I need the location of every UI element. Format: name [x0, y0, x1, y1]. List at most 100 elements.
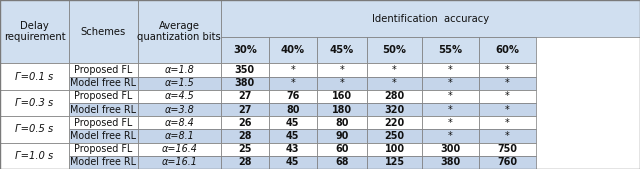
Bar — [422, 103, 479, 116]
Text: *: * — [505, 105, 510, 115]
Bar — [479, 156, 536, 169]
Bar — [479, 103, 536, 116]
Text: 180: 180 — [332, 105, 352, 115]
Bar — [69, 77, 138, 90]
Bar — [479, 77, 536, 90]
Bar — [138, 103, 221, 116]
Bar — [221, 116, 269, 129]
Text: *: * — [291, 65, 295, 75]
Text: 350: 350 — [235, 65, 255, 75]
Text: 90: 90 — [335, 131, 348, 141]
Text: 300: 300 — [440, 144, 461, 154]
Bar — [221, 129, 269, 143]
Bar — [138, 0, 221, 63]
Bar — [422, 63, 479, 77]
Bar — [317, 129, 367, 143]
Bar — [317, 90, 367, 103]
Bar — [221, 143, 269, 156]
Bar — [0, 0, 69, 63]
Text: α=16.4: α=16.4 — [161, 144, 197, 154]
Text: *: * — [448, 78, 453, 88]
Bar — [138, 63, 221, 77]
Bar — [69, 90, 138, 103]
Text: Model free RL: Model free RL — [70, 131, 136, 141]
Bar — [221, 103, 269, 116]
Text: *: * — [448, 105, 453, 115]
Text: α=1.5: α=1.5 — [164, 78, 194, 88]
Text: 250: 250 — [385, 131, 404, 141]
Bar — [317, 37, 367, 63]
Bar — [479, 129, 536, 143]
Text: 80: 80 — [286, 105, 300, 115]
Text: 43: 43 — [286, 144, 300, 154]
Bar — [138, 77, 221, 90]
Text: Proposed FL: Proposed FL — [74, 118, 132, 128]
Text: Proposed FL: Proposed FL — [74, 91, 132, 101]
Bar — [367, 129, 422, 143]
Bar — [138, 129, 221, 143]
Bar — [69, 129, 138, 143]
Text: 30%: 30% — [233, 45, 257, 55]
Text: Proposed FL: Proposed FL — [74, 144, 132, 154]
Text: Γ=0.1 s: Γ=0.1 s — [15, 72, 54, 82]
Bar — [317, 63, 367, 77]
Text: Schemes: Schemes — [81, 27, 126, 37]
Bar — [479, 116, 536, 129]
Text: α=8.4: α=8.4 — [164, 118, 194, 128]
Text: 27: 27 — [238, 105, 252, 115]
Bar — [367, 143, 422, 156]
Text: 55%: 55% — [438, 45, 463, 55]
Text: Γ=1.0 s: Γ=1.0 s — [15, 151, 54, 161]
Bar — [367, 77, 422, 90]
Text: *: * — [448, 91, 453, 101]
Text: *: * — [505, 65, 510, 75]
Bar — [221, 0, 640, 37]
Bar — [269, 156, 317, 169]
Text: 28: 28 — [238, 157, 252, 167]
Bar — [269, 37, 317, 63]
Bar — [221, 156, 269, 169]
Text: 45%: 45% — [330, 45, 354, 55]
Bar — [221, 37, 269, 63]
Bar — [69, 143, 138, 156]
Bar — [0, 63, 69, 90]
Text: *: * — [392, 78, 397, 88]
Text: *: * — [505, 78, 510, 88]
Text: 60: 60 — [335, 144, 349, 154]
Text: 750: 750 — [497, 144, 518, 154]
Bar — [422, 37, 479, 63]
Bar — [221, 90, 269, 103]
Bar — [367, 90, 422, 103]
Bar — [479, 90, 536, 103]
Text: 100: 100 — [385, 144, 404, 154]
Text: 27: 27 — [238, 91, 252, 101]
Text: 380: 380 — [235, 78, 255, 88]
Bar — [69, 103, 138, 116]
Text: *: * — [339, 65, 344, 75]
Bar — [269, 90, 317, 103]
Bar — [317, 156, 367, 169]
Bar — [69, 116, 138, 129]
Bar — [138, 90, 221, 103]
Text: α=1.8: α=1.8 — [164, 65, 194, 75]
Text: *: * — [448, 65, 453, 75]
Text: α=3.8: α=3.8 — [164, 105, 194, 115]
Text: 45: 45 — [286, 157, 300, 167]
Bar — [479, 143, 536, 156]
Bar — [422, 90, 479, 103]
Text: 160: 160 — [332, 91, 352, 101]
Bar — [479, 37, 536, 63]
Text: Proposed FL: Proposed FL — [74, 65, 132, 75]
Bar — [69, 63, 138, 77]
Bar — [138, 143, 221, 156]
Text: Model free RL: Model free RL — [70, 105, 136, 115]
Text: 45: 45 — [286, 131, 300, 141]
Text: 40%: 40% — [281, 45, 305, 55]
Bar — [367, 156, 422, 169]
Text: 25: 25 — [238, 144, 252, 154]
Text: 280: 280 — [385, 91, 404, 101]
Bar — [221, 77, 269, 90]
Bar — [422, 156, 479, 169]
Text: *: * — [448, 131, 453, 141]
Text: 60%: 60% — [495, 45, 520, 55]
